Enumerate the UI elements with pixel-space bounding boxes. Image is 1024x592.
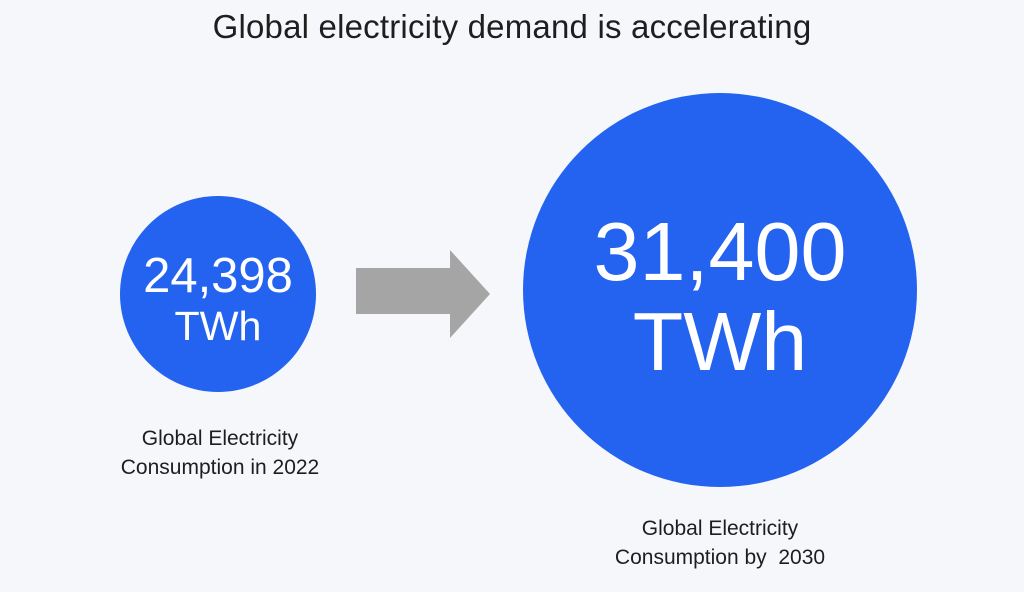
caption-2030-line2: Consumption by 2030 [614, 546, 826, 569]
caption-2022: Global Electricity Consumption in 2022 [70, 424, 370, 482]
caption-2022-line2: Consumption in 2022 [120, 456, 320, 479]
bubble-2030-value: 31,400 [594, 205, 847, 298]
arrow-right-icon [356, 250, 490, 338]
caption-2030: Global Electricity Consumption by 2030 [570, 514, 870, 572]
bubble-2022-unit: TWh [175, 303, 262, 349]
bubble-2022-value: 24,398 [143, 249, 293, 303]
bubble-2030 [523, 93, 917, 487]
chart-title: Global electricity demand is acceleratin… [212, 8, 812, 45]
caption-2030-line1: Global Electricity [641, 517, 799, 540]
caption-2022-line1: Global Electricity [141, 427, 299, 450]
bubble-2030-unit: TWh [633, 295, 808, 388]
bubble-2022 [120, 196, 316, 392]
